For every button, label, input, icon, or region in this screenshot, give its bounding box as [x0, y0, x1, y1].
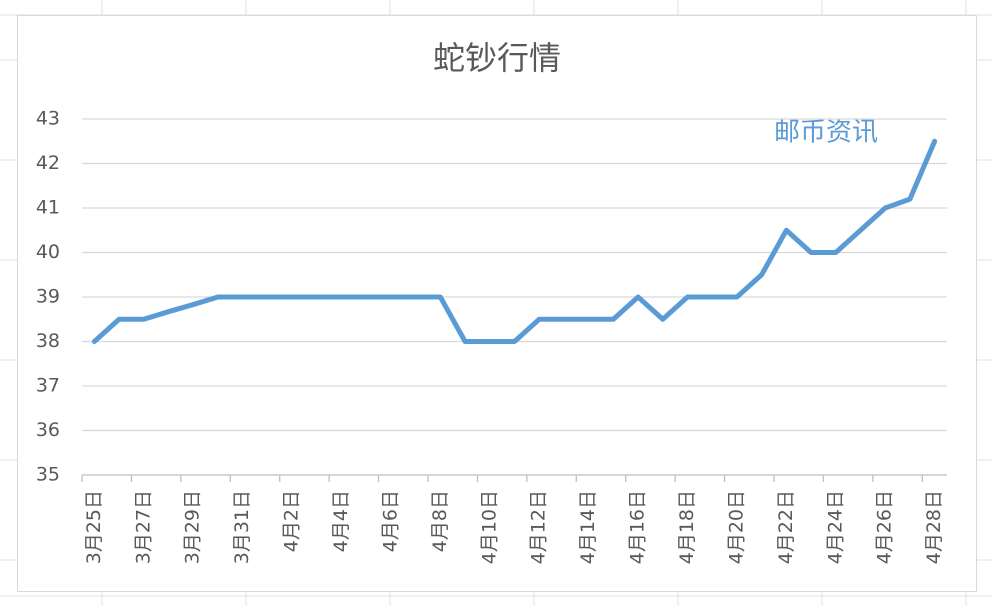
- chart-area: [17, 15, 977, 592]
- x-tick-label: 4月26日: [874, 490, 896, 564]
- x-tick-label: 4月18日: [676, 490, 698, 564]
- y-tick-label: 39: [36, 286, 60, 308]
- x-tick-label: 4月8日: [429, 490, 451, 552]
- annotation: 邮币资讯: [774, 118, 878, 148]
- x-tick-label: 4月6日: [379, 490, 401, 552]
- x-tick-label: 3月31日: [231, 490, 253, 564]
- y-tick-label: 36: [36, 419, 60, 441]
- x-tick-label: 4月14日: [577, 490, 599, 564]
- x-tick-label: 4月4日: [330, 490, 352, 552]
- x-tick-label: 4月28日: [923, 490, 945, 564]
- x-tick-label: 3月27日: [132, 490, 154, 564]
- y-tick-label: 35: [36, 464, 60, 486]
- x-tick-label: 4月16日: [627, 490, 649, 564]
- line: [91, 138, 938, 344]
- x-tick-label: 4月10日: [478, 490, 500, 564]
- y-tick-label: 41: [36, 197, 60, 219]
- x-tick-label: 3月25日: [83, 490, 105, 564]
- x-tick-label: 4月20日: [725, 490, 747, 564]
- y-tick-label: 37: [36, 375, 60, 397]
- y-tick-label: 42: [36, 152, 60, 174]
- x-tick-label: 4月24日: [824, 490, 846, 564]
- x-tick-label: 3月29日: [182, 490, 204, 564]
- y-tick-label: 43: [36, 108, 60, 130]
- x-tick-label: 4月22日: [775, 490, 797, 564]
- x-tick-label: 4月2日: [281, 490, 303, 552]
- y-tick-label: 40: [36, 241, 60, 263]
- y-tick-label: 38: [36, 330, 60, 352]
- x-tick-label: 4月12日: [528, 490, 550, 564]
- chart-title: 蛇钞行情: [433, 39, 561, 77]
